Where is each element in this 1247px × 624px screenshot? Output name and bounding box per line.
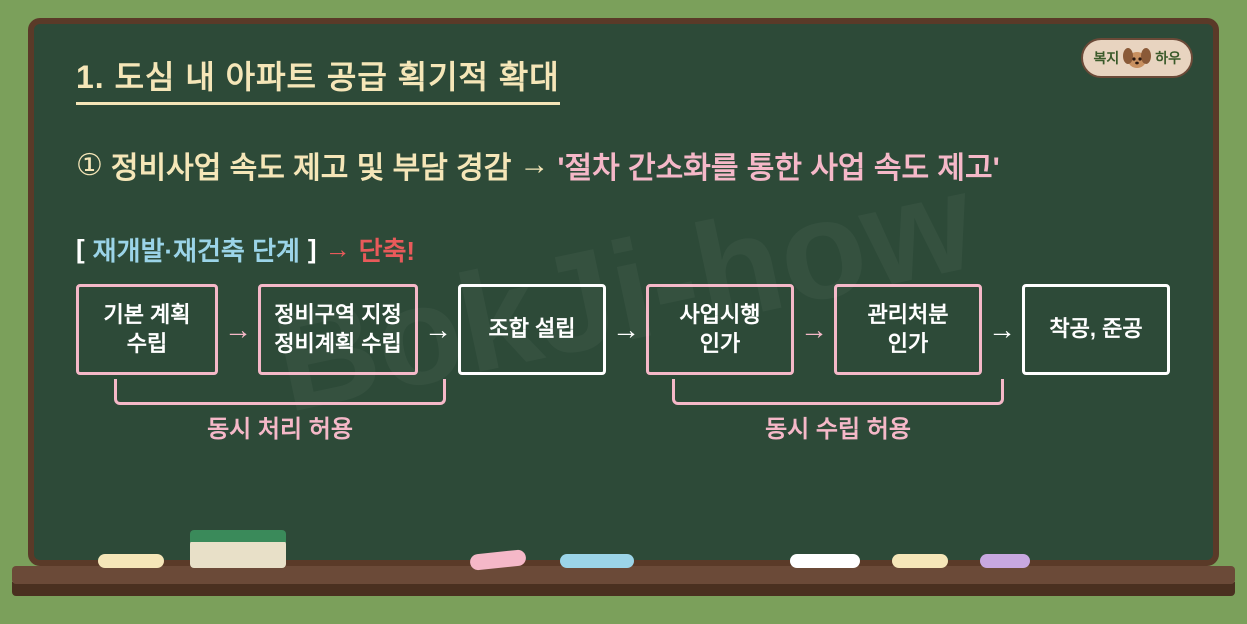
section-label: [ 재개발·재건축 단계 ] → 단축! — [76, 231, 1171, 268]
subtitle-pink-text: '절차 간소화를 통한 사업 속도 제고' — [557, 143, 999, 187]
flow-box-line: 정비계획 수립 — [274, 330, 402, 359]
arrow-icon: → — [224, 284, 252, 375]
bracket-label: 동시 수립 허용 — [672, 409, 1004, 444]
flow-box-2: 조합 설립 — [458, 284, 606, 375]
subtitle: ① 정비사업 속도 제고 및 부담 경감 → '절차 간소화를 통한 사업 속도… — [76, 143, 1171, 187]
arrow-icon: → — [424, 284, 452, 375]
flow-box-line: 정비구역 지정 — [274, 301, 402, 330]
chalk-piece-icon — [980, 554, 1030, 568]
circle-number-icon: ① — [76, 148, 103, 183]
flow-box-line: 기본 계획 수립 — [91, 301, 203, 358]
chalk-piece-icon — [790, 554, 860, 568]
arrow-icon: → — [988, 284, 1016, 375]
arrow-icon: → — [325, 234, 351, 265]
flow-box-line: 착공, 준공 — [1049, 315, 1142, 344]
arrow-icon: → — [612, 284, 640, 375]
flow-box-0: 기본 계획 수립 — [76, 284, 218, 375]
close-bracket: ] — [308, 234, 317, 265]
flow-box-3: 사업시행인가 — [646, 284, 794, 375]
chalk-tray — [12, 566, 1235, 584]
flow-box-line: 관리처분 — [868, 301, 949, 330]
page-title: 1. 도심 내 아파트 공급 획기적 확대 — [76, 52, 560, 105]
bracket-label: 동시 처리 허용 — [114, 409, 446, 444]
dog-icon — [1121, 44, 1153, 72]
flow-box-line: 조합 설립 — [488, 315, 575, 344]
flow-box-line: 사업시행 — [680, 301, 761, 330]
flowchart: 기본 계획 수립→정비구역 지정정비계획 수립→조합 설립→사업시행인가→관리처… — [76, 284, 1171, 375]
section-label-red: 단축! — [359, 231, 416, 268]
flow-box-1: 정비구역 지정정비계획 수립 — [258, 284, 418, 375]
chalk-piece-icon — [98, 554, 164, 568]
grouping-bracket — [672, 379, 1004, 405]
section-label-text: 재개발·재건축 단계 — [93, 231, 300, 268]
chalk-tray-shadow — [12, 582, 1235, 596]
open-bracket: [ — [76, 234, 85, 265]
channel-logo: 복지 하우 — [1081, 38, 1193, 78]
arrow-icon: → — [519, 148, 549, 182]
flow-box-5: 착공, 준공 — [1022, 284, 1170, 375]
logo-text-right: 하우 — [1155, 48, 1181, 68]
subtitle-yellow-text: 정비사업 속도 제고 및 부담 경감 — [111, 143, 511, 187]
chalkboard: BokJi-how 복지 하우 1. 도심 내 아파트 공급 획기적 확대 ① … — [28, 18, 1219, 566]
logo-text-left: 복지 — [1093, 48, 1119, 68]
chalk-piece-icon — [560, 554, 634, 568]
flow-box-line: 인가 — [700, 330, 740, 359]
flow-box-4: 관리처분인가 — [834, 284, 982, 375]
chalk-piece-icon — [892, 554, 948, 568]
grouping-bracket — [114, 379, 446, 405]
arrow-icon: → — [800, 284, 828, 375]
flow-box-line: 인가 — [888, 330, 928, 359]
eraser-icon — [190, 540, 286, 568]
